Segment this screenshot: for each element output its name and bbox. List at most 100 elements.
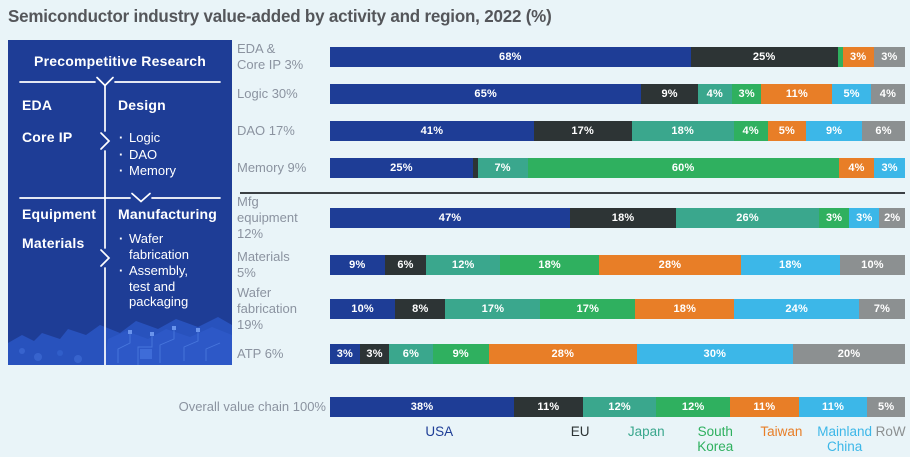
- bar-segment-south-korea: 60%: [527, 158, 839, 178]
- bar-segment-mainland-china: 30%: [636, 344, 794, 364]
- bar-segment-row: 4%: [870, 84, 905, 104]
- stacked-bar: 38% 11% 12% 12% 11% 11% 5%: [330, 397, 905, 417]
- row-label: ATP 6%: [237, 346, 284, 361]
- segment-value-label: 2%: [884, 212, 901, 224]
- bar-segment-usa: 3%: [330, 344, 360, 364]
- segment-value-label: 3%: [850, 51, 867, 63]
- stacked-bar: 47% 18% 26% 3% 3% 2%: [330, 208, 905, 228]
- segment-value-label: 41%: [420, 125, 444, 137]
- bar-segment-eu: 9%: [641, 84, 698, 104]
- bar-segment-usa: 38%: [330, 397, 515, 417]
- segment-value-label: 11%: [537, 401, 560, 413]
- bar-segment-japan: 12%: [582, 397, 657, 417]
- segment-value-label: 18%: [538, 259, 561, 271]
- stacked-bar: 41% 17% 18% 4% 5% 9% 6%: [330, 121, 905, 141]
- bar-segment-japan: 4%: [697, 84, 732, 104]
- segment-value-label: 9%: [452, 348, 469, 360]
- row-label: DAO 17%: [237, 123, 295, 138]
- chevron-down-icon: [96, 76, 114, 87]
- bar-segment-taiwan: 5%: [767, 121, 807, 141]
- bar-segment-row: 2%: [879, 208, 905, 228]
- bar-segment-row: 7%: [858, 299, 905, 319]
- segment-value-label: 3%: [366, 348, 383, 360]
- segment-value-label: 8%: [412, 303, 429, 315]
- bar-segment-japan: 12%: [426, 255, 500, 275]
- bar-segment-taiwan: 11%: [729, 397, 799, 417]
- bar-segment-row: 5%: [867, 397, 905, 417]
- segment-value-label: 38%: [410, 401, 434, 413]
- segment-value-label: 18%: [673, 303, 697, 315]
- segment-value-label: 26%: [736, 212, 759, 224]
- sidebar-item-manufacturing: Manufacturing: [118, 206, 218, 222]
- segment-value-label: 28%: [551, 348, 575, 360]
- bar-segment-usa: 68%: [330, 47, 691, 67]
- segment-value-label: 3%: [881, 51, 898, 63]
- bar-segment-mainland-china: 9%: [806, 121, 863, 141]
- sidebar-item-equipment: Equipment: [22, 206, 97, 222]
- bar-segment-japan: 18%: [631, 121, 734, 141]
- stacked-bar: 65% 9% 4% 3% 11% 5% 4%: [330, 84, 905, 104]
- segment-value-label: 20%: [837, 348, 861, 360]
- bar-segment-japan: 6%: [389, 344, 433, 364]
- bar-segment-south-korea: 4%: [733, 121, 768, 141]
- segment-value-label: 6%: [875, 125, 892, 137]
- row-label: EDA & Core IP 3%: [237, 41, 304, 72]
- bar-segment-mainland-china: 3%: [874, 158, 905, 178]
- bar-segment-taiwan: 28%: [488, 344, 637, 364]
- segment-value-label: 4%: [879, 88, 897, 100]
- bar-segment-usa: 10%: [330, 299, 396, 319]
- row-label: Memory 9%: [237, 160, 307, 175]
- legend-mainland-china: Mainland China: [817, 424, 873, 454]
- segment-value-label: 12%: [608, 401, 631, 413]
- segment-value-label: 12%: [681, 401, 705, 413]
- legend-south-korea: South Korea: [697, 424, 734, 454]
- bar-segment-eu: 6%: [384, 255, 427, 275]
- bar-segment-south-korea: 9%: [432, 344, 489, 364]
- segment-value-label: 5%: [878, 401, 895, 413]
- bar-segment-south-korea: [837, 47, 843, 67]
- legend-taiwan: Taiwan: [760, 424, 803, 439]
- bar-segment-eu: [472, 158, 478, 178]
- manufacturing-items-list: Wafer fabrication Assembly, test and pac…: [118, 231, 206, 311]
- segment-value-label: 10%: [861, 259, 884, 271]
- sidebar-item-core-ip: Core IP: [22, 129, 73, 145]
- bar-segment-usa: 41%: [330, 121, 534, 141]
- bar-segment-row: 20%: [793, 344, 905, 364]
- segment-value-label: 17%: [571, 125, 594, 137]
- segment-value-label: 18%: [779, 259, 802, 271]
- row-label: Materials 5%: [237, 249, 290, 280]
- bar-segment-usa: 65%: [330, 84, 642, 104]
- sidebar-item-design: Design: [118, 97, 166, 113]
- chevron-right-icon: [100, 249, 111, 267]
- segment-value-label: 5%: [778, 125, 796, 137]
- bar-segment-mainland-china: 18%: [740, 255, 840, 275]
- segment-value-label: 3%: [825, 212, 843, 224]
- row-label: Mfg equipment 12%: [237, 194, 298, 241]
- segment-value-label: 3%: [856, 212, 873, 224]
- bar-segment-south-korea: 12%: [656, 397, 730, 417]
- bar-segment-mainland-china: 24%: [734, 299, 859, 319]
- legend-japan: Japan: [627, 424, 665, 439]
- stacked-bar: 9% 6% 12% 18% 28% 18% 10%: [330, 255, 905, 275]
- segment-value-label: 7%: [873, 303, 891, 315]
- legend-eu: EU: [570, 424, 590, 439]
- bar-segment-eu: 3%: [359, 344, 390, 364]
- bar-segment-usa: 25%: [330, 158, 473, 178]
- bar-segment-taiwan: 11%: [761, 84, 833, 104]
- bar-segment-taiwan: 3%: [842, 47, 874, 67]
- stacked-bar: 10% 8% 17% 17% 18% 24% 7%: [330, 299, 905, 319]
- segment-value-label: 6%: [397, 259, 414, 271]
- row-label: Overall value chain 100%: [178, 399, 326, 414]
- value-chain-sidebar: Precompetitive Research EDA Core IP Desi…: [8, 40, 232, 365]
- bar-segment-row: 10%: [839, 255, 905, 275]
- chevron-right-icon: [100, 132, 111, 150]
- segment-value-label: 3%: [336, 348, 353, 360]
- chevron-down-icon: [131, 192, 151, 203]
- bar-segment-south-korea: 17%: [540, 299, 636, 319]
- bar-segment-south-korea: 3%: [819, 208, 850, 228]
- segment-value-label: 6%: [402, 348, 420, 360]
- list-item: Memory: [118, 163, 218, 179]
- segment-value-label: 4%: [742, 125, 759, 137]
- segment-value-label: 18%: [671, 125, 694, 137]
- bar-segment-japan: 7%: [477, 158, 528, 178]
